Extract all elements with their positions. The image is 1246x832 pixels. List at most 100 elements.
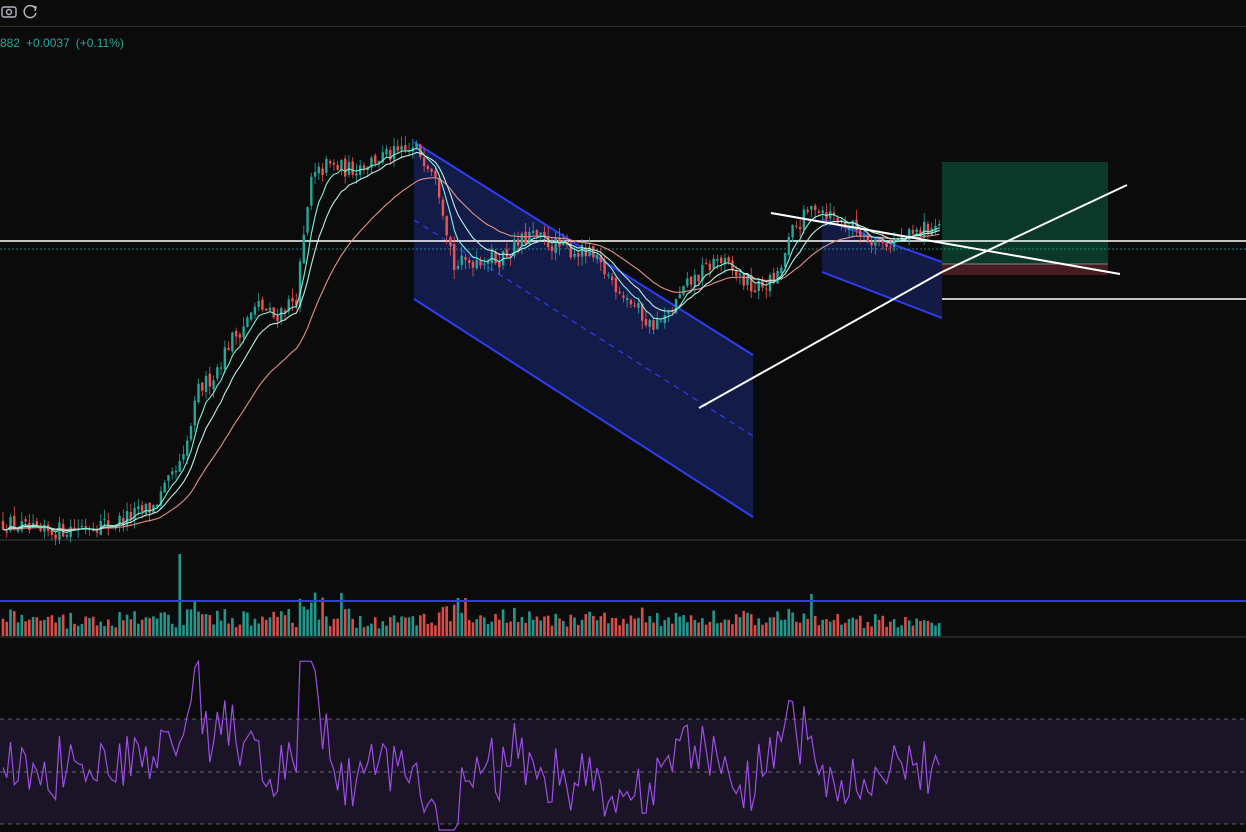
volume-bar	[118, 612, 121, 636]
volume-bar	[937, 623, 941, 636]
volume-bar	[757, 618, 761, 636]
volume-bar	[65, 628, 69, 636]
volume-bar	[377, 628, 381, 636]
volume-bar	[693, 619, 697, 636]
candle-body	[674, 298, 678, 313]
candle-body	[750, 275, 753, 292]
volume-bar	[355, 627, 358, 636]
candle-body	[716, 258, 719, 261]
volume-bar	[539, 620, 542, 636]
candle-body	[137, 506, 140, 510]
volume-bar	[106, 619, 110, 636]
volume-bar	[358, 616, 362, 636]
candle-body	[58, 522, 61, 540]
volume-bar	[862, 628, 866, 636]
volume-bar	[520, 617, 524, 636]
volume-bar	[73, 623, 76, 636]
volume-bar	[80, 624, 84, 636]
volume-bar	[12, 611, 16, 636]
volume-bar	[396, 622, 400, 636]
volume-bar	[734, 614, 738, 636]
candle-body	[494, 251, 497, 264]
volume-pane	[0, 554, 1246, 636]
volume-bar	[95, 625, 99, 636]
stop-loss-zone	[942, 264, 1108, 275]
volume-bar	[892, 619, 896, 636]
candle-body	[385, 148, 388, 155]
volume-bar	[599, 616, 603, 636]
volume-bar	[204, 614, 208, 636]
volume-bar	[467, 619, 471, 636]
volume-bar	[137, 623, 140, 636]
volume-bar	[576, 625, 580, 636]
candle-body	[276, 316, 279, 321]
volume-bar	[843, 622, 847, 636]
candle-body	[377, 160, 381, 163]
volume-bar	[276, 616, 279, 636]
volume-bar	[877, 619, 881, 636]
volume-bar	[554, 613, 558, 636]
candle-body	[291, 298, 294, 302]
volume-bar	[655, 612, 659, 636]
candle-body	[659, 320, 663, 322]
candle-body	[212, 380, 215, 390]
candle-body	[746, 275, 749, 286]
volume-bar	[509, 621, 512, 636]
volume-bar	[415, 625, 418, 636]
candle-body	[539, 232, 542, 235]
volume-bar	[516, 621, 520, 636]
volume-bar	[445, 606, 448, 636]
candle-body	[167, 475, 170, 481]
volume-bar	[170, 623, 174, 636]
screenshot-icon[interactable]	[0, 1, 22, 23]
volume-bar	[76, 625, 80, 636]
refresh-icon[interactable]	[20, 1, 42, 23]
volume-bar	[926, 620, 930, 636]
candle-body	[603, 260, 606, 275]
volume-bar	[133, 611, 136, 636]
candle-body	[817, 211, 821, 213]
volume-bar	[930, 622, 934, 636]
candle-body	[343, 158, 347, 177]
volume-bar	[780, 619, 783, 636]
volume-bar	[486, 624, 490, 636]
volume-bar	[802, 613, 806, 636]
candle-body	[92, 529, 95, 532]
candle-body	[186, 440, 189, 456]
volume-bar	[614, 617, 618, 636]
volume-bar	[813, 615, 817, 636]
candle-body	[219, 367, 223, 369]
candle-body	[389, 149, 392, 160]
candle-body	[249, 312, 253, 320]
volume-bar	[855, 619, 858, 636]
volume-bar	[584, 614, 588, 636]
candle-body	[13, 515, 16, 530]
candle-body	[148, 502, 151, 513]
candle-body	[768, 275, 772, 292]
volume-bar	[716, 623, 719, 636]
volume-bar	[152, 616, 155, 636]
candle-body	[772, 272, 775, 283]
candle-body	[813, 205, 817, 210]
candle-body	[182, 454, 185, 460]
candle-body	[238, 334, 242, 338]
candle-body	[310, 176, 313, 206]
volume-bar	[306, 609, 309, 636]
volume-bar	[88, 618, 91, 636]
volume-bar	[603, 612, 606, 636]
volume-bar	[569, 614, 573, 636]
volume-bar	[422, 613, 426, 636]
volume-bar	[742, 610, 746, 636]
candle-body	[693, 274, 697, 287]
candle-body	[449, 237, 452, 247]
volume-bar	[148, 618, 151, 636]
candle-body	[934, 225, 937, 231]
candle-body	[520, 233, 524, 246]
volume-bar	[558, 618, 561, 636]
volume-bar	[565, 626, 569, 636]
volume-bar	[787, 608, 791, 636]
candle-body	[479, 260, 482, 266]
volume-bar	[637, 617, 640, 636]
volume-bar	[464, 598, 467, 636]
